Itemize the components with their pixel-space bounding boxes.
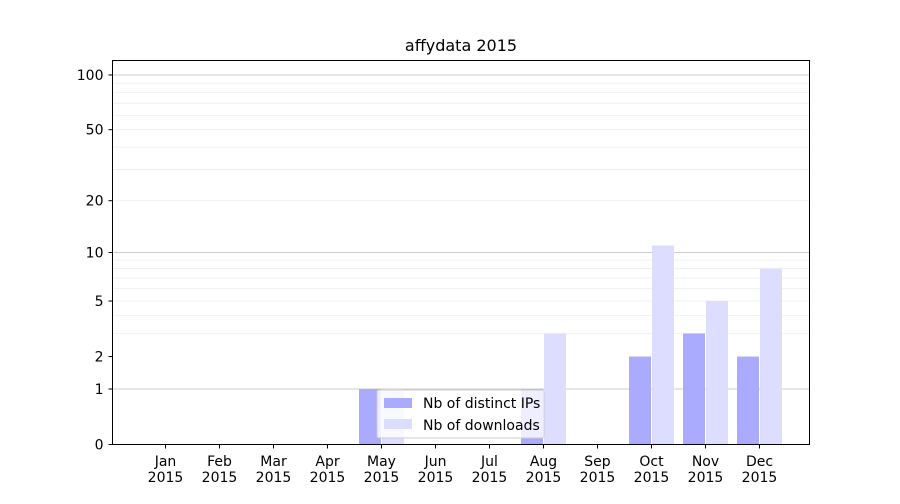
x-tick-label-year: 2015 — [526, 470, 562, 486]
bar-downloads — [706, 301, 728, 445]
x-tick-label-month: Nov — [692, 454, 719, 470]
x-tick-label-month: Jan — [154, 454, 177, 470]
bar-distinct-ips — [359, 388, 381, 445]
x-tick-label-year: 2015 — [310, 470, 346, 486]
legend-label-ips: Nb of distinct IPs — [423, 396, 540, 412]
bar-downloads — [760, 268, 782, 445]
legend-swatch-downloads — [384, 419, 412, 429]
legend-label-downloads: Nb of downloads — [423, 418, 540, 434]
bar-distinct-ips — [737, 356, 759, 445]
x-tick-label-month: Dec — [746, 454, 773, 470]
y-tick-label: 50 — [86, 123, 104, 139]
x-tick-label-year: 2015 — [256, 470, 292, 486]
x-tick-label-month: Jul — [480, 454, 498, 470]
y-tick-label: 10 — [86, 246, 104, 262]
y-tick-label: 0 — [95, 438, 104, 454]
y-tick-label: 20 — [86, 194, 104, 210]
x-tick-label-month: May — [367, 454, 396, 470]
bar-distinct-ips — [683, 333, 705, 445]
x-tick-label-year: 2015 — [688, 470, 724, 486]
x-tick-label-year: 2015 — [580, 470, 616, 486]
x-tick-label-year: 2015 — [148, 470, 184, 486]
x-tick-label-year: 2015 — [472, 470, 508, 486]
bar-downloads — [652, 245, 674, 445]
x-tick-label-year: 2015 — [364, 470, 400, 486]
legend: Nb of distinct IPs Nb of downloads — [376, 389, 545, 439]
legend-swatch-ips — [384, 398, 412, 408]
x-tick-label-month: Oct — [639, 454, 664, 470]
y-axis: 0 1 2 5 10 20 50 100 — [77, 68, 113, 454]
y-tick-label: 2 — [95, 350, 104, 366]
x-tick-label-year: 2015 — [742, 470, 778, 486]
chart-title: affydata 2015 — [405, 36, 517, 55]
x-tick-label-month: Feb — [207, 454, 232, 470]
x-tick-label-month: Mar — [260, 454, 287, 470]
x-tick-label-year: 2015 — [418, 470, 454, 486]
legend-box — [376, 389, 545, 439]
y-tick-label: 5 — [95, 294, 104, 310]
x-tick-label-month: Apr — [315, 454, 339, 470]
bar-distinct-ips — [629, 356, 651, 445]
grid-layer — [112, 74, 810, 390]
x-tick-label-year: 2015 — [202, 470, 238, 486]
x-tick-label-year: 2015 — [634, 470, 670, 486]
x-tick-label-month: Jun — [424, 454, 447, 470]
x-tick-label-month: Sep — [584, 454, 611, 470]
x-tick-label-month: Aug — [530, 454, 557, 470]
y-tick-label: 1 — [95, 382, 104, 398]
y-tick-label: 100 — [77, 68, 104, 84]
x-axis: Jan2015Feb2015Mar2015Apr2015May2015Jun20… — [148, 444, 778, 486]
bar-downloads — [544, 333, 566, 445]
